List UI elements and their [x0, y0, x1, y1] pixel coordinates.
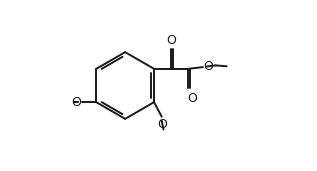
Text: O: O — [204, 60, 213, 73]
Text: O: O — [167, 34, 177, 47]
Text: O: O — [157, 119, 167, 131]
Text: O: O — [71, 96, 81, 109]
Text: O: O — [188, 92, 197, 105]
